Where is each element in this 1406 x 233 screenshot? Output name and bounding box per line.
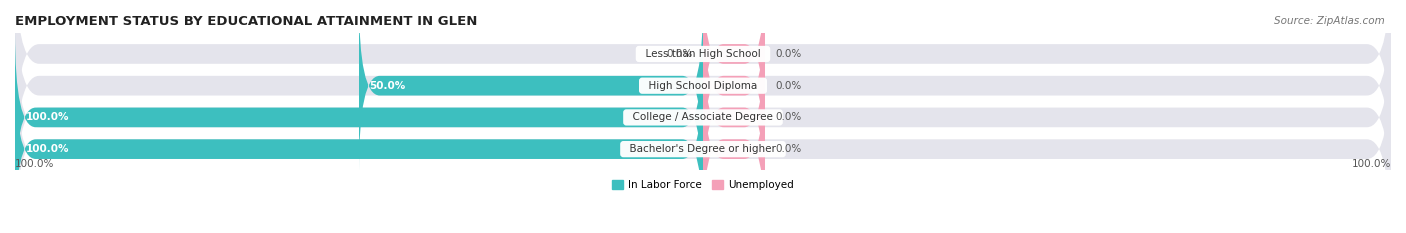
Text: 0.0%: 0.0%	[775, 144, 801, 154]
Text: 100.0%: 100.0%	[15, 159, 55, 169]
FancyBboxPatch shape	[15, 64, 703, 233]
Text: 100.0%: 100.0%	[25, 144, 69, 154]
Text: Source: ZipAtlas.com: Source: ZipAtlas.com	[1274, 16, 1385, 26]
FancyBboxPatch shape	[703, 64, 765, 233]
FancyBboxPatch shape	[15, 0, 1391, 155]
FancyBboxPatch shape	[359, 0, 703, 171]
Text: 100.0%: 100.0%	[1351, 159, 1391, 169]
Text: Bachelor's Degree or higher: Bachelor's Degree or higher	[623, 144, 783, 154]
Text: 0.0%: 0.0%	[775, 81, 801, 91]
FancyBboxPatch shape	[15, 32, 703, 203]
Text: College / Associate Degree: College / Associate Degree	[626, 112, 780, 122]
FancyBboxPatch shape	[15, 0, 1391, 187]
Text: Less than High School: Less than High School	[638, 49, 768, 59]
Text: 100.0%: 100.0%	[25, 112, 69, 122]
Text: 0.0%: 0.0%	[775, 112, 801, 122]
FancyBboxPatch shape	[15, 16, 1391, 219]
Legend: In Labor Force, Unemployed: In Labor Force, Unemployed	[609, 176, 797, 195]
FancyBboxPatch shape	[15, 48, 1391, 233]
FancyBboxPatch shape	[703, 0, 765, 139]
FancyBboxPatch shape	[703, 0, 765, 171]
Text: 50.0%: 50.0%	[370, 81, 405, 91]
Text: 0.0%: 0.0%	[666, 49, 693, 59]
Text: High School Diploma: High School Diploma	[643, 81, 763, 91]
FancyBboxPatch shape	[703, 32, 765, 203]
Text: 0.0%: 0.0%	[775, 49, 801, 59]
Text: EMPLOYMENT STATUS BY EDUCATIONAL ATTAINMENT IN GLEN: EMPLOYMENT STATUS BY EDUCATIONAL ATTAINM…	[15, 15, 478, 28]
